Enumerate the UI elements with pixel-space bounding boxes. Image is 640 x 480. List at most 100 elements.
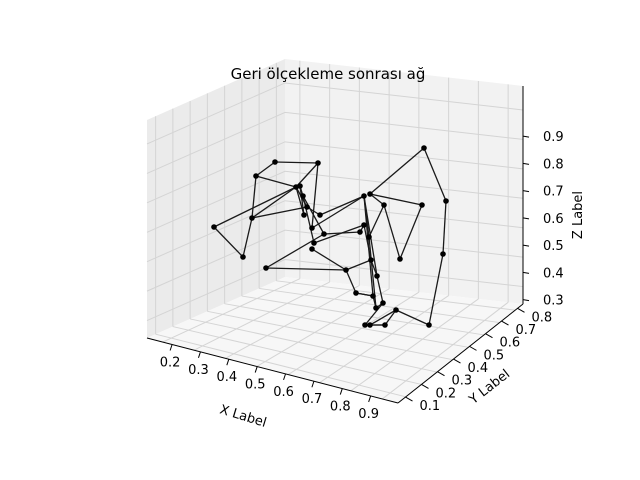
z-tick-label: 0.6	[543, 212, 564, 227]
network-edge	[251, 186, 297, 219]
x-tick-label: 0.6	[273, 385, 294, 400]
grid-line-z	[146, 111, 524, 174]
network-node	[309, 225, 315, 231]
network-node	[272, 159, 278, 165]
x-tick-label: 0.8	[330, 400, 351, 415]
network-node	[397, 256, 403, 262]
network-edge	[442, 200, 447, 255]
network-edge	[265, 233, 325, 269]
network-node	[317, 212, 323, 218]
network-node	[361, 193, 367, 199]
network-edge	[265, 267, 347, 271]
network-edge	[368, 204, 385, 238]
x-tick	[283, 373, 287, 381]
network-edge	[251, 206, 308, 219]
x-tick	[368, 395, 372, 403]
network-edges	[213, 147, 447, 326]
z-tick	[522, 299, 530, 302]
y-tick-label: 0.2	[436, 386, 457, 401]
network-node	[253, 173, 259, 179]
network-edge	[302, 195, 325, 235]
y-tick-label: 0.4	[468, 361, 489, 376]
grid-line-y	[224, 303, 469, 348]
z-axis-label: Z Label	[571, 191, 586, 239]
network-node	[362, 322, 368, 328]
network-node	[211, 224, 217, 230]
network-edge	[302, 195, 315, 244]
x-tick	[311, 381, 315, 388]
network-node	[309, 246, 315, 252]
network-node	[368, 257, 374, 263]
grid-line-y	[190, 318, 438, 373]
x-tick-label: 0.4	[216, 370, 237, 385]
grid-line-z	[146, 82, 524, 145]
network-edge	[428, 253, 444, 326]
x-axis-label: X Label	[218, 402, 268, 430]
network-node	[249, 215, 255, 221]
network-edge	[213, 226, 244, 258]
network-node	[374, 273, 380, 279]
network-node	[297, 183, 303, 189]
network-edge	[383, 204, 401, 260]
network-edge	[395, 309, 430, 326]
y-tick	[421, 383, 429, 389]
network-node	[419, 202, 425, 208]
network-node	[421, 145, 427, 151]
y-tick	[437, 371, 445, 377]
network-node	[366, 234, 372, 240]
z-tick	[522, 271, 530, 274]
network-edge	[311, 248, 347, 271]
network-edge	[295, 186, 305, 216]
z-tick-label: 0.5	[543, 239, 564, 254]
z-tick-label: 0.3	[543, 294, 564, 309]
network-node	[443, 198, 449, 204]
z-tick	[522, 217, 530, 220]
x-tick	[197, 351, 201, 359]
network-edge	[369, 147, 425, 195]
z-tick	[522, 244, 530, 247]
grid-line-z	[146, 200, 524, 263]
network-edge	[376, 275, 384, 304]
network-edge	[323, 231, 361, 235]
network-edge	[242, 217, 253, 258]
grid-line-x	[382, 301, 509, 400]
network-node	[381, 202, 387, 208]
network-node	[300, 193, 306, 199]
network-node	[315, 160, 321, 166]
network-edge	[345, 259, 372, 271]
network-edge	[319, 195, 365, 216]
y-tick	[453, 358, 461, 364]
network-edge	[299, 185, 305, 216]
y-tick	[469, 345, 477, 351]
x-tick	[169, 344, 173, 351]
network-edge	[295, 162, 319, 188]
network-edge	[213, 186, 297, 228]
x-tick	[339, 388, 343, 395]
grid-line-y	[155, 333, 406, 398]
y-tick-label: 0.1	[420, 399, 441, 414]
network-node	[373, 305, 379, 311]
network-node	[370, 293, 376, 299]
grid-lines	[146, 60, 524, 400]
network-node	[380, 300, 386, 306]
network-edge	[364, 302, 384, 326]
network-node	[353, 290, 359, 296]
network-nodes	[211, 145, 449, 328]
network-edge	[384, 309, 397, 326]
network-edge	[399, 204, 423, 260]
network-edge	[369, 309, 397, 326]
network-node	[367, 191, 373, 197]
z-tick	[522, 162, 530, 165]
network-node	[357, 229, 363, 235]
z-tick-label: 0.4	[543, 266, 564, 281]
network-node	[321, 231, 327, 237]
grid-line-x	[319, 295, 449, 384]
grid-line-z	[146, 141, 524, 204]
y-tick-label: 0.5	[484, 348, 505, 363]
y-tick	[485, 333, 493, 339]
z-tick-label: 0.9	[543, 130, 564, 145]
chart-title: Geri ölçekleme sonrası ağ	[231, 65, 426, 83]
y-tick-label: 0.6	[500, 336, 521, 351]
x-tick-label: 0.5	[245, 378, 266, 393]
